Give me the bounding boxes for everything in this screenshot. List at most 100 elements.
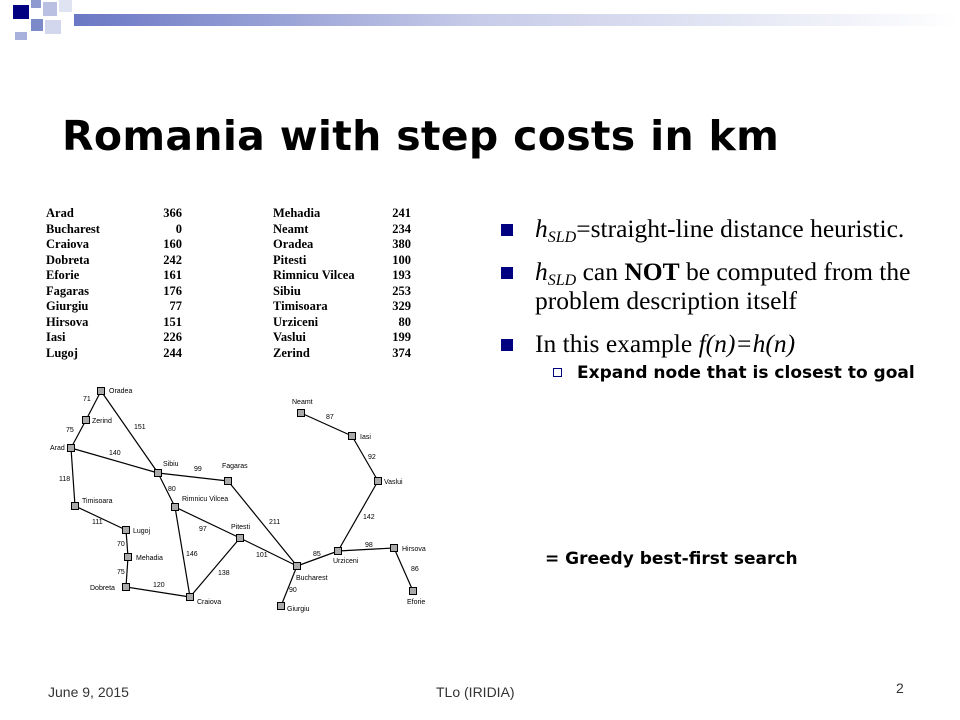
city-node: [186, 593, 194, 601]
city-node: [293, 562, 301, 570]
table-row: Lugoj 244: [46, 345, 182, 360]
distance-label: 99: [194, 466, 202, 473]
city-label: Bucharest: [296, 575, 328, 582]
table-row: Mehadia 241: [273, 206, 411, 220]
table-row: Vaslui 199: [273, 330, 411, 344]
city-node: [390, 544, 398, 552]
city-node: [124, 553, 132, 561]
city-node: [122, 583, 130, 591]
city-label: Hirsova: [402, 546, 426, 553]
city-node: [171, 503, 179, 511]
city-label: Oradea: [109, 388, 132, 395]
distance-label: 75: [66, 427, 74, 434]
table-row: Fagaras 176: [46, 283, 182, 298]
city-label: Pitesti: [231, 524, 251, 531]
city-node: [348, 432, 356, 440]
city-label: Giurgiu: [287, 606, 310, 613]
distance-label: 87: [326, 414, 334, 421]
distance-label: 71: [83, 396, 91, 403]
table-row: Urziceni 80: [273, 314, 411, 329]
distance-label: 101: [256, 552, 268, 559]
table-row: Giurgiu 77: [46, 299, 182, 313]
bullet-list: hSLD=straight-line distance heuristic. h…: [498, 214, 918, 385]
city-node: [297, 409, 305, 417]
table-row: Eforie 161: [46, 268, 182, 282]
table-row: Craiova 160: [46, 237, 182, 251]
city-node: [122, 526, 130, 534]
city-node: [236, 534, 244, 542]
heuristic-table-left: Arad 366 Bucharest 0 Craiova 160 Dobreta 242…: [46, 206, 182, 361]
city-label: Timisoara: [82, 498, 113, 505]
city-node: [277, 602, 285, 610]
table-row: Dobreta 242: [46, 252, 182, 267]
city-label: Zerind: [92, 418, 112, 425]
distance-label: 85: [313, 551, 321, 558]
city-label: Lugoj: [133, 528, 151, 535]
distance-label: 92: [368, 454, 376, 461]
city-node: [67, 444, 75, 452]
distance-label: 75: [117, 569, 125, 576]
city-node: [97, 387, 105, 395]
footer-date: June 9, 2015: [48, 684, 129, 700]
distance-label: 70: [117, 541, 125, 548]
distance-label: 80: [168, 486, 176, 493]
table-row: Bucharest 0: [46, 221, 182, 236]
distance-label: 118: [59, 476, 70, 483]
bullet-marker: [501, 224, 513, 236]
greedy-note: = Greedy best-first search: [545, 549, 798, 569]
city-label: Arad: [50, 445, 65, 452]
heuristic-table-right: Mehadia 241 Neamt 234 Oradea 380 Pitesti 100…: [273, 206, 411, 361]
distance-label: 111: [92, 519, 103, 526]
city-label: Neamt: [292, 399, 313, 406]
table-row: Zerind 374: [273, 345, 411, 360]
table-row: Pitesti 100: [273, 252, 411, 267]
city-label: Vaslui: [384, 479, 403, 486]
table-row: Neamt 234: [273, 221, 411, 236]
city-node: [82, 416, 90, 424]
city-label: Dobreta: [90, 585, 115, 592]
distance-label: 97: [199, 526, 207, 533]
distance-label: 120: [153, 582, 165, 589]
city-label: Iasi: [360, 434, 371, 441]
corner-decoration: [0, 0, 960, 40]
distance-label: 140: [109, 450, 121, 457]
distance-label: 138: [218, 570, 230, 577]
table-row: Rimnicu Vilcea 193: [273, 268, 411, 282]
distance-label: 151: [134, 424, 146, 431]
bullet-item: In this example f(n)=h(n): [498, 329, 918, 358]
city-label: Eforie: [407, 599, 425, 606]
city-label: Urziceni: [333, 558, 359, 565]
distance-label: 86: [411, 566, 419, 573]
city-node: [154, 469, 162, 477]
city-label: Sibiu: [163, 461, 179, 468]
slide-title: Romania with step costs in km: [62, 112, 780, 160]
page-number: 2: [896, 680, 904, 696]
city-label: Mehadia: [136, 555, 163, 562]
distance-label: 90: [289, 587, 297, 594]
distance-label: 98: [365, 542, 373, 549]
bullet-marker: [501, 339, 513, 351]
distance-label: 146: [186, 551, 198, 558]
table-row: Arad 366: [46, 206, 182, 220]
sub-bullet-marker: [553, 368, 562, 377]
table-row: Iasi 226: [46, 330, 182, 344]
city-node: [71, 502, 79, 510]
bullet-item: hSLD=straight-line distance heuristic.: [498, 214, 918, 246]
distance-label: 211: [269, 519, 280, 526]
table-row: Hirsova 151: [46, 314, 182, 329]
city-label: Fagaras: [222, 463, 248, 470]
city-node: [224, 477, 232, 485]
city-node: [334, 547, 342, 555]
city-label: Rimnicu Vilcea: [182, 496, 228, 503]
city-label: Craiova: [197, 599, 221, 606]
table-row: Sibiu 253: [273, 283, 411, 298]
bullet-marker: [501, 267, 513, 279]
distance-label: 142: [363, 514, 375, 521]
footer-center: TLo (IRIDIA): [436, 684, 515, 700]
city-node: [409, 587, 417, 595]
table-row: Oradea 380: [273, 237, 411, 251]
table-row: Timisoara 329: [273, 299, 411, 313]
sub-bullet-item: Expand node that is closest to goal: [498, 362, 918, 385]
bullet-item: hSLD can NOT be computed from the proble…: [498, 257, 918, 315]
